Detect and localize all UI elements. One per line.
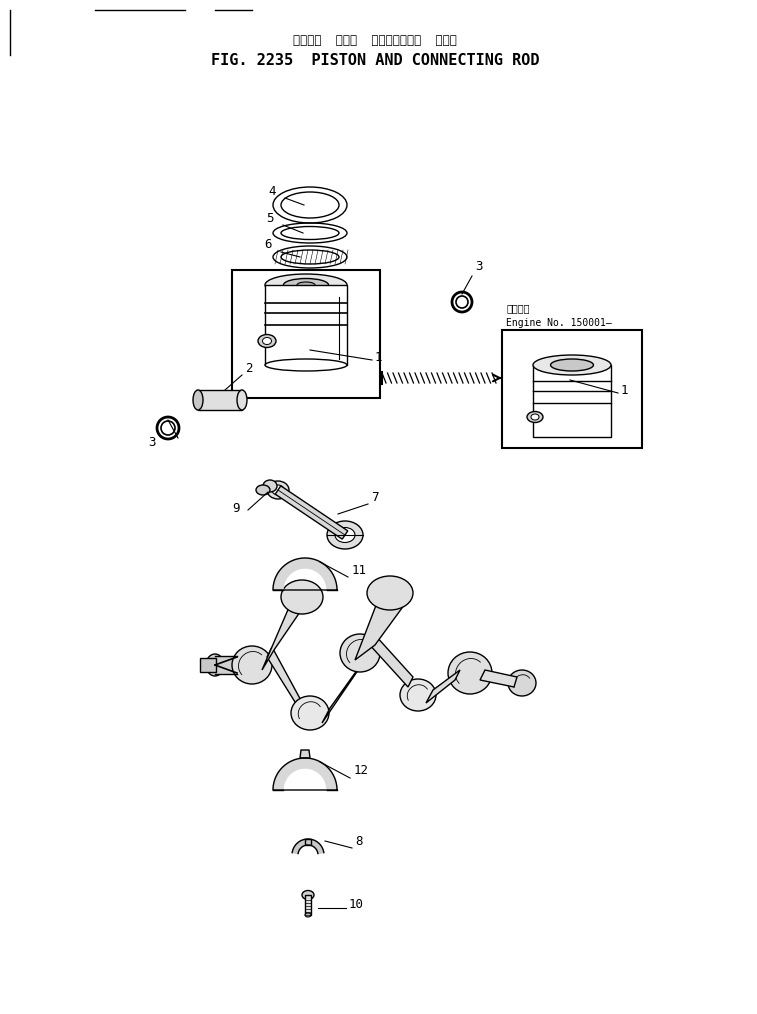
Polygon shape [273, 558, 337, 590]
Text: 6: 6 [264, 238, 272, 251]
Ellipse shape [297, 282, 315, 288]
Ellipse shape [327, 521, 363, 549]
Polygon shape [480, 670, 517, 687]
Ellipse shape [550, 359, 593, 371]
Text: 1: 1 [621, 384, 628, 397]
Text: 4: 4 [268, 185, 276, 198]
Ellipse shape [302, 890, 314, 899]
Ellipse shape [263, 480, 277, 492]
Bar [265, 285, 347, 365]
Text: ピストン  および  コネクティング  ロッド: ピストン および コネクティング ロッド [293, 33, 457, 47]
Ellipse shape [305, 913, 311, 917]
Bar [198, 390, 242, 410]
Ellipse shape [508, 670, 536, 696]
Text: 11: 11 [352, 564, 367, 577]
Text: 10: 10 [349, 898, 364, 911]
Ellipse shape [283, 279, 329, 291]
Polygon shape [368, 635, 413, 687]
Ellipse shape [256, 485, 270, 495]
Ellipse shape [281, 580, 323, 614]
Ellipse shape [258, 335, 276, 348]
Text: 8: 8 [355, 835, 363, 848]
Text: 適用号機: 適用号機 [506, 303, 529, 313]
Ellipse shape [265, 359, 347, 371]
Ellipse shape [448, 652, 492, 694]
Text: 5: 5 [266, 212, 273, 225]
Polygon shape [322, 645, 375, 723]
Bar [502, 330, 642, 448]
Ellipse shape [281, 226, 339, 239]
Text: 7: 7 [371, 491, 378, 504]
Ellipse shape [272, 485, 284, 495]
Text: 3: 3 [475, 260, 482, 273]
Ellipse shape [533, 355, 611, 375]
Text: 9: 9 [232, 502, 239, 515]
Ellipse shape [206, 654, 224, 676]
Text: 1: 1 [375, 351, 382, 364]
Ellipse shape [527, 412, 543, 423]
Bar [305, 839, 311, 845]
Bar [232, 270, 380, 399]
Ellipse shape [237, 390, 247, 410]
Ellipse shape [193, 390, 203, 410]
Ellipse shape [281, 250, 339, 264]
Bar [305, 895, 311, 915]
Text: Engine No. 150001―: Engine No. 150001― [506, 318, 612, 328]
Polygon shape [292, 839, 324, 854]
Ellipse shape [263, 338, 272, 345]
Polygon shape [267, 647, 310, 717]
Ellipse shape [367, 576, 413, 610]
Bar [200, 658, 216, 672]
Ellipse shape [291, 696, 329, 730]
Bar [215, 656, 237, 674]
Ellipse shape [340, 634, 380, 672]
Text: 12: 12 [354, 764, 369, 777]
Text: FIG. 2235  PISTON AND CONNECTING ROD: FIG. 2235 PISTON AND CONNECTING ROD [210, 53, 539, 68]
Polygon shape [355, 595, 410, 660]
Text: 3: 3 [148, 436, 155, 449]
Ellipse shape [335, 527, 355, 542]
Ellipse shape [456, 296, 468, 308]
Ellipse shape [232, 646, 272, 684]
Polygon shape [262, 590, 315, 670]
Ellipse shape [161, 421, 175, 435]
Ellipse shape [400, 679, 436, 711]
Ellipse shape [281, 192, 339, 218]
Polygon shape [426, 670, 460, 703]
Ellipse shape [265, 274, 347, 296]
Text: 2: 2 [245, 362, 253, 375]
Ellipse shape [531, 414, 539, 420]
Polygon shape [276, 486, 347, 539]
Polygon shape [300, 750, 310, 758]
Bar [533, 365, 611, 437]
Ellipse shape [267, 481, 289, 499]
Polygon shape [273, 758, 337, 790]
